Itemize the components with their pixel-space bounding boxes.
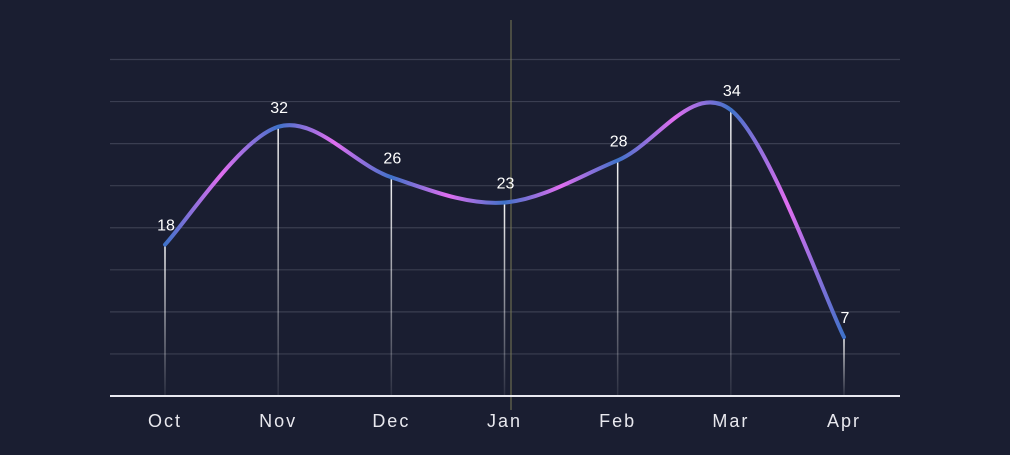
drop-line-apr	[843, 337, 845, 396]
data-label-apr: 7	[841, 310, 850, 327]
drop-line-oct	[164, 244, 166, 396]
drop-line-nov	[277, 126, 279, 397]
line-segment-jan-feb	[502, 158, 620, 205]
x-tick-label-mar: Mar	[712, 411, 749, 431]
line-segment-dec-jan	[389, 175, 507, 205]
data-label-nov: 32	[270, 100, 288, 117]
drop-line-jan	[503, 202, 506, 396]
x-tick-labels: Oct Nov Dec Jan Feb Mar Apr	[148, 411, 861, 431]
data-label-jan: 23	[497, 176, 515, 193]
series-line	[163, 100, 846, 340]
x-tick-label-feb: Feb	[599, 411, 636, 431]
drop-line-feb	[616, 160, 619, 396]
x-tick-label-oct: Oct	[148, 411, 182, 431]
drop-lines	[164, 109, 845, 397]
x-tick-label-dec: Dec	[372, 411, 410, 431]
x-tick-label-apr: Apr	[827, 411, 861, 431]
line-segment-oct-nov	[163, 124, 281, 247]
line-segment-feb-mar	[615, 100, 733, 163]
x-tick-label-jan: Jan	[487, 411, 522, 431]
drop-line-dec	[390, 177, 393, 396]
data-label-oct: 18	[157, 218, 175, 235]
x-tick-label-nov: Nov	[259, 411, 297, 431]
drop-line-mar	[730, 109, 732, 396]
data-label-mar: 34	[723, 83, 741, 100]
line-segment-nov-dec	[276, 123, 394, 180]
data-label-dec: 26	[383, 150, 401, 167]
data-label-feb: 28	[610, 133, 628, 150]
line-segment-mar-apr	[728, 107, 846, 340]
data-labels: 18 32 26 23 28 34 7	[157, 83, 849, 327]
